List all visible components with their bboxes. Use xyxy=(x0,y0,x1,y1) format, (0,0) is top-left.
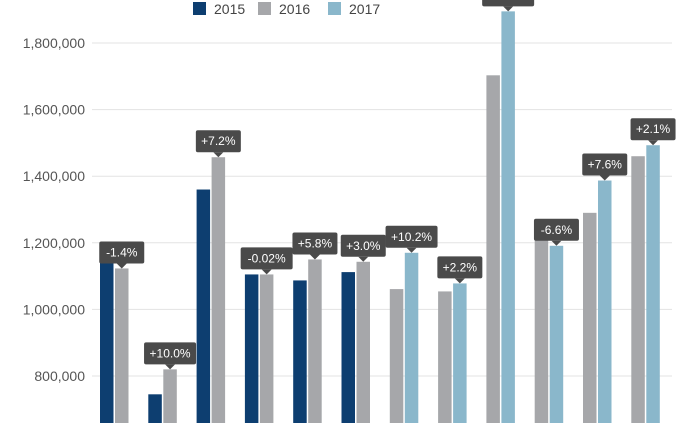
callout-box xyxy=(240,247,293,270)
change-callout: -6.6% xyxy=(533,218,579,246)
bar-2016-group-10 xyxy=(534,228,549,423)
bar-2016-group-2 xyxy=(163,369,177,423)
callout-box xyxy=(385,225,438,248)
callout-pointer xyxy=(503,6,514,12)
legend-label: 2017 xyxy=(349,1,380,17)
callout-label: -0.02% xyxy=(248,251,286,265)
callout-box xyxy=(437,256,483,279)
legend-item-2016: 2016 xyxy=(258,1,310,17)
bar-2015-group-4 xyxy=(244,274,259,423)
callout-box xyxy=(292,232,338,255)
callout-pointer xyxy=(261,269,272,275)
y-tick-label: 1,800,000 xyxy=(23,35,85,51)
change-callout: +11.2% xyxy=(482,0,535,12)
y-tick-label: 1,000,000 xyxy=(23,301,85,317)
callout-label: +11.2% xyxy=(488,0,528,2)
callout-label: +10.2% xyxy=(391,230,432,244)
bar-2015-group-3 xyxy=(196,189,211,423)
change-callout: +10.0% xyxy=(144,342,197,370)
callout-box xyxy=(533,218,579,241)
legend: 2015 2016 2017 xyxy=(193,1,380,17)
change-callout: +3.0% xyxy=(340,234,386,262)
legend-swatch xyxy=(193,2,206,15)
change-callout: -0.02% xyxy=(240,247,293,275)
callout-box xyxy=(340,234,386,257)
callout-label: +7.6% xyxy=(588,158,623,172)
bar-2017-group-7 xyxy=(404,252,419,423)
legend-item-2017: 2017 xyxy=(328,1,380,17)
bar-2015-group-2 xyxy=(148,394,162,423)
bar-2015-group-5 xyxy=(293,280,307,423)
bar-2016-group-3 xyxy=(211,157,226,423)
callout-pointer xyxy=(165,364,176,370)
callout-box xyxy=(144,342,197,365)
legend-swatch xyxy=(258,2,271,15)
callout-label: -6.6% xyxy=(541,223,573,237)
callout-label: +10.0% xyxy=(150,346,191,360)
bar-2016-group-5 xyxy=(308,259,322,423)
change-callout: +10.2% xyxy=(385,225,438,253)
callout-pointer xyxy=(116,263,127,269)
y-tick-label: 1,400,000 xyxy=(23,168,85,184)
callout-label: +7.2% xyxy=(201,134,236,148)
callout-label: +2.1% xyxy=(636,122,671,136)
bar-2015-group-6 xyxy=(341,272,355,423)
bar-2016-group-6 xyxy=(356,261,370,423)
legend-swatch xyxy=(328,2,341,15)
y-tick-label: 800,000 xyxy=(34,368,85,384)
bar-2016-group-4 xyxy=(259,274,274,423)
change-callout: +2.1% xyxy=(630,118,676,146)
callout-pointer xyxy=(454,278,465,284)
bar-2016-group-11 xyxy=(583,212,597,423)
callout-pointer xyxy=(648,140,659,146)
change-callout: +7.6% xyxy=(582,153,628,181)
bar-2016-group-8 xyxy=(438,291,452,423)
change-callout: +5.8% xyxy=(292,232,338,260)
callout-label: +5.8% xyxy=(298,236,333,250)
legend-label: 2016 xyxy=(279,1,310,17)
bar-2016-group-7 xyxy=(389,289,404,423)
legend-label: 2015 xyxy=(214,1,245,17)
change-callout: +2.2% xyxy=(437,256,483,284)
bar-2016-group-1 xyxy=(115,268,129,423)
callout-box xyxy=(630,118,676,141)
bar-2015-group-1 xyxy=(100,262,114,423)
callout-pointer xyxy=(551,240,562,246)
callout-pointer xyxy=(309,254,320,260)
bars xyxy=(100,11,660,423)
y-tick-label: 1,600,000 xyxy=(23,102,85,118)
callout-label: -1.4% xyxy=(106,245,138,259)
callout-box xyxy=(99,241,145,264)
callout-box xyxy=(195,130,241,153)
bar-2017-group-8 xyxy=(453,283,467,423)
bar-2016-group-12 xyxy=(631,156,645,423)
y-tick-label: 1,200,000 xyxy=(23,235,85,251)
change-callout: -1.4% xyxy=(99,241,145,269)
callout-box xyxy=(482,0,535,7)
callout-box xyxy=(582,153,628,176)
callout-pointer xyxy=(406,247,417,253)
y-axis-ticks: 800,000 1,000,000 1,200,000 1,400,000 1,600,… xyxy=(23,35,86,384)
callout-pointer xyxy=(213,152,224,158)
legend-item-2015: 2015 xyxy=(193,1,245,17)
bar-2017-group-12 xyxy=(646,145,660,423)
callout-pointer xyxy=(358,256,369,262)
bar-2017-group-9 xyxy=(501,11,515,423)
callout-label: +3.0% xyxy=(346,239,381,253)
change-callout: +7.2% xyxy=(195,130,241,158)
bar-2016-group-9 xyxy=(486,75,500,423)
bar-2017-group-10 xyxy=(549,245,564,423)
callout-label: +2.2% xyxy=(443,260,478,274)
change-callouts: -1.4% +10.0% +7.2% -0.02% +5.8% +3.0% +10.2% +2… xyxy=(99,0,676,370)
bar-2017-group-11 xyxy=(598,180,612,423)
callout-pointer xyxy=(599,175,610,181)
